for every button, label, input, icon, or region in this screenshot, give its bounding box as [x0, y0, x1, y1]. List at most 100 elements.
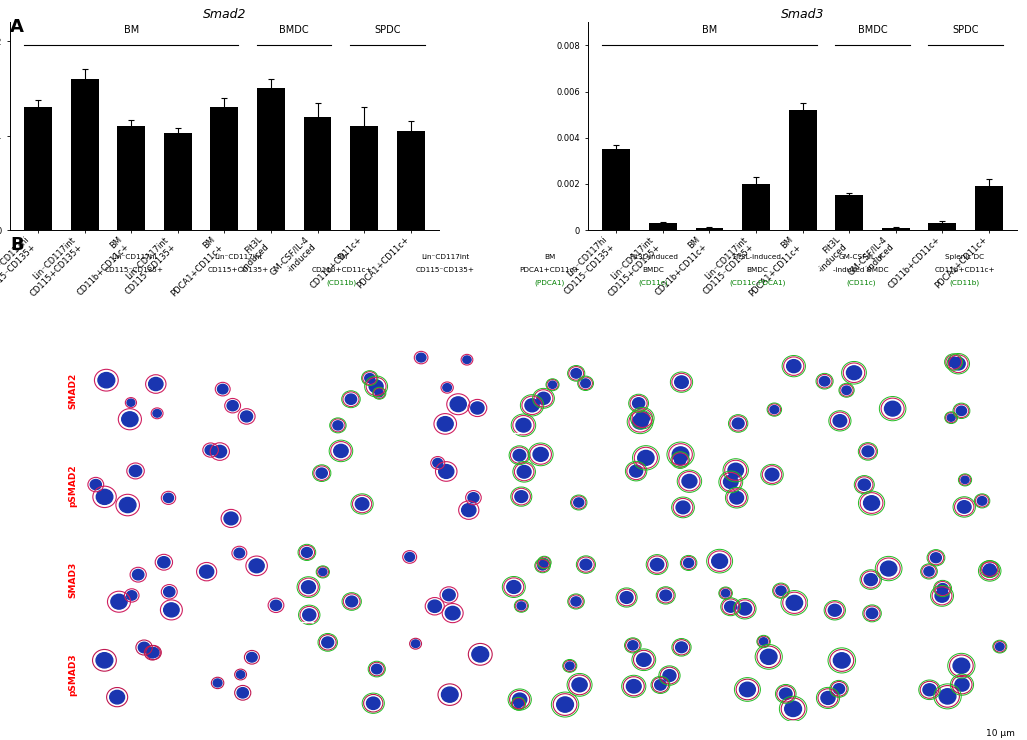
- Circle shape: [725, 601, 736, 612]
- Circle shape: [525, 399, 539, 412]
- Circle shape: [432, 458, 443, 468]
- Circle shape: [345, 394, 356, 404]
- Circle shape: [828, 605, 841, 616]
- Circle shape: [572, 678, 587, 692]
- Circle shape: [739, 682, 755, 696]
- Circle shape: [660, 590, 672, 601]
- Circle shape: [227, 400, 238, 411]
- Circle shape: [316, 468, 328, 478]
- Circle shape: [770, 406, 778, 414]
- Circle shape: [760, 649, 777, 665]
- Circle shape: [684, 559, 693, 568]
- Circle shape: [514, 449, 526, 461]
- Circle shape: [318, 568, 327, 576]
- Text: CD115+CD135+: CD115+CD135+: [207, 266, 268, 272]
- Circle shape: [675, 376, 688, 388]
- Bar: [350, 126, 378, 230]
- Text: (PDCA1): (PDCA1): [534, 279, 565, 286]
- Bar: [743, 184, 770, 230]
- Text: Lin⁻CD117int: Lin⁻CD117int: [214, 254, 262, 260]
- Circle shape: [842, 386, 851, 394]
- Circle shape: [721, 589, 730, 597]
- Circle shape: [846, 366, 862, 380]
- Circle shape: [566, 662, 574, 670]
- Circle shape: [663, 670, 676, 682]
- Text: PDCA1+CD11c+: PDCA1+CD11c+: [519, 266, 580, 272]
- Text: (CD11c,PDCA1): (CD11c,PDCA1): [729, 279, 786, 286]
- Bar: [117, 126, 145, 230]
- Circle shape: [321, 637, 334, 648]
- Text: (CD11c): (CD11c): [639, 279, 668, 286]
- Text: GM-CSF/IL-4: GM-CSF/IL-4: [839, 254, 883, 260]
- Circle shape: [760, 638, 768, 645]
- Circle shape: [443, 589, 455, 601]
- Circle shape: [859, 479, 871, 491]
- Text: SMAD2: SMAD2: [68, 373, 77, 409]
- Bar: [211, 107, 238, 230]
- Circle shape: [119, 497, 136, 513]
- Circle shape: [833, 414, 846, 427]
- Circle shape: [935, 590, 949, 602]
- Circle shape: [365, 374, 375, 383]
- Circle shape: [303, 609, 316, 621]
- Circle shape: [367, 697, 380, 710]
- Circle shape: [246, 653, 257, 662]
- Text: BMDC: BMDC: [642, 266, 664, 272]
- Circle shape: [199, 565, 214, 578]
- Circle shape: [148, 648, 159, 658]
- Circle shape: [862, 446, 874, 457]
- Circle shape: [438, 417, 453, 431]
- Text: Lin⁻CD117int: Lin⁻CD117int: [421, 254, 469, 260]
- Circle shape: [237, 687, 249, 698]
- Circle shape: [540, 559, 548, 566]
- Circle shape: [224, 512, 238, 525]
- Circle shape: [676, 501, 690, 514]
- Text: BMDC: BMDC: [858, 24, 887, 35]
- Circle shape: [775, 586, 786, 596]
- Bar: [304, 117, 332, 230]
- Circle shape: [97, 489, 113, 505]
- Text: BMDC: BMDC: [747, 266, 768, 272]
- Circle shape: [516, 418, 531, 432]
- Circle shape: [517, 602, 526, 610]
- Bar: [25, 107, 52, 230]
- Circle shape: [930, 553, 942, 562]
- Circle shape: [110, 690, 124, 704]
- Circle shape: [995, 643, 1004, 650]
- Circle shape: [518, 465, 531, 478]
- Circle shape: [626, 679, 641, 693]
- Circle shape: [163, 603, 179, 617]
- Circle shape: [538, 562, 547, 570]
- Text: (CD11c): (CD11c): [846, 279, 876, 286]
- Circle shape: [416, 353, 426, 362]
- Title: Smad3: Smad3: [781, 8, 825, 21]
- Title: Smad2: Smad2: [202, 8, 246, 21]
- Text: BM: BM: [701, 24, 717, 35]
- Circle shape: [463, 356, 471, 363]
- Text: CD115⁻CD135+: CD115⁻CD135+: [105, 266, 163, 272]
- Bar: [603, 149, 631, 230]
- Circle shape: [149, 377, 163, 391]
- Circle shape: [333, 421, 343, 430]
- Circle shape: [948, 357, 959, 367]
- Circle shape: [955, 678, 969, 691]
- Circle shape: [97, 653, 113, 668]
- Circle shape: [833, 653, 850, 668]
- Circle shape: [533, 448, 548, 461]
- Text: Lin⁻CD117hi: Lin⁻CD117hi: [111, 254, 157, 260]
- Circle shape: [633, 414, 648, 429]
- Circle shape: [90, 480, 102, 490]
- Circle shape: [957, 501, 972, 513]
- Circle shape: [234, 548, 244, 558]
- Circle shape: [956, 406, 966, 416]
- Circle shape: [428, 600, 442, 613]
- Circle shape: [821, 691, 835, 704]
- Text: Flt3L-induced: Flt3L-induced: [732, 254, 782, 260]
- Bar: [928, 223, 956, 230]
- Circle shape: [574, 498, 583, 507]
- Circle shape: [236, 670, 244, 679]
- Circle shape: [961, 477, 969, 483]
- Circle shape: [953, 658, 969, 673]
- Circle shape: [650, 559, 663, 571]
- Circle shape: [924, 567, 935, 576]
